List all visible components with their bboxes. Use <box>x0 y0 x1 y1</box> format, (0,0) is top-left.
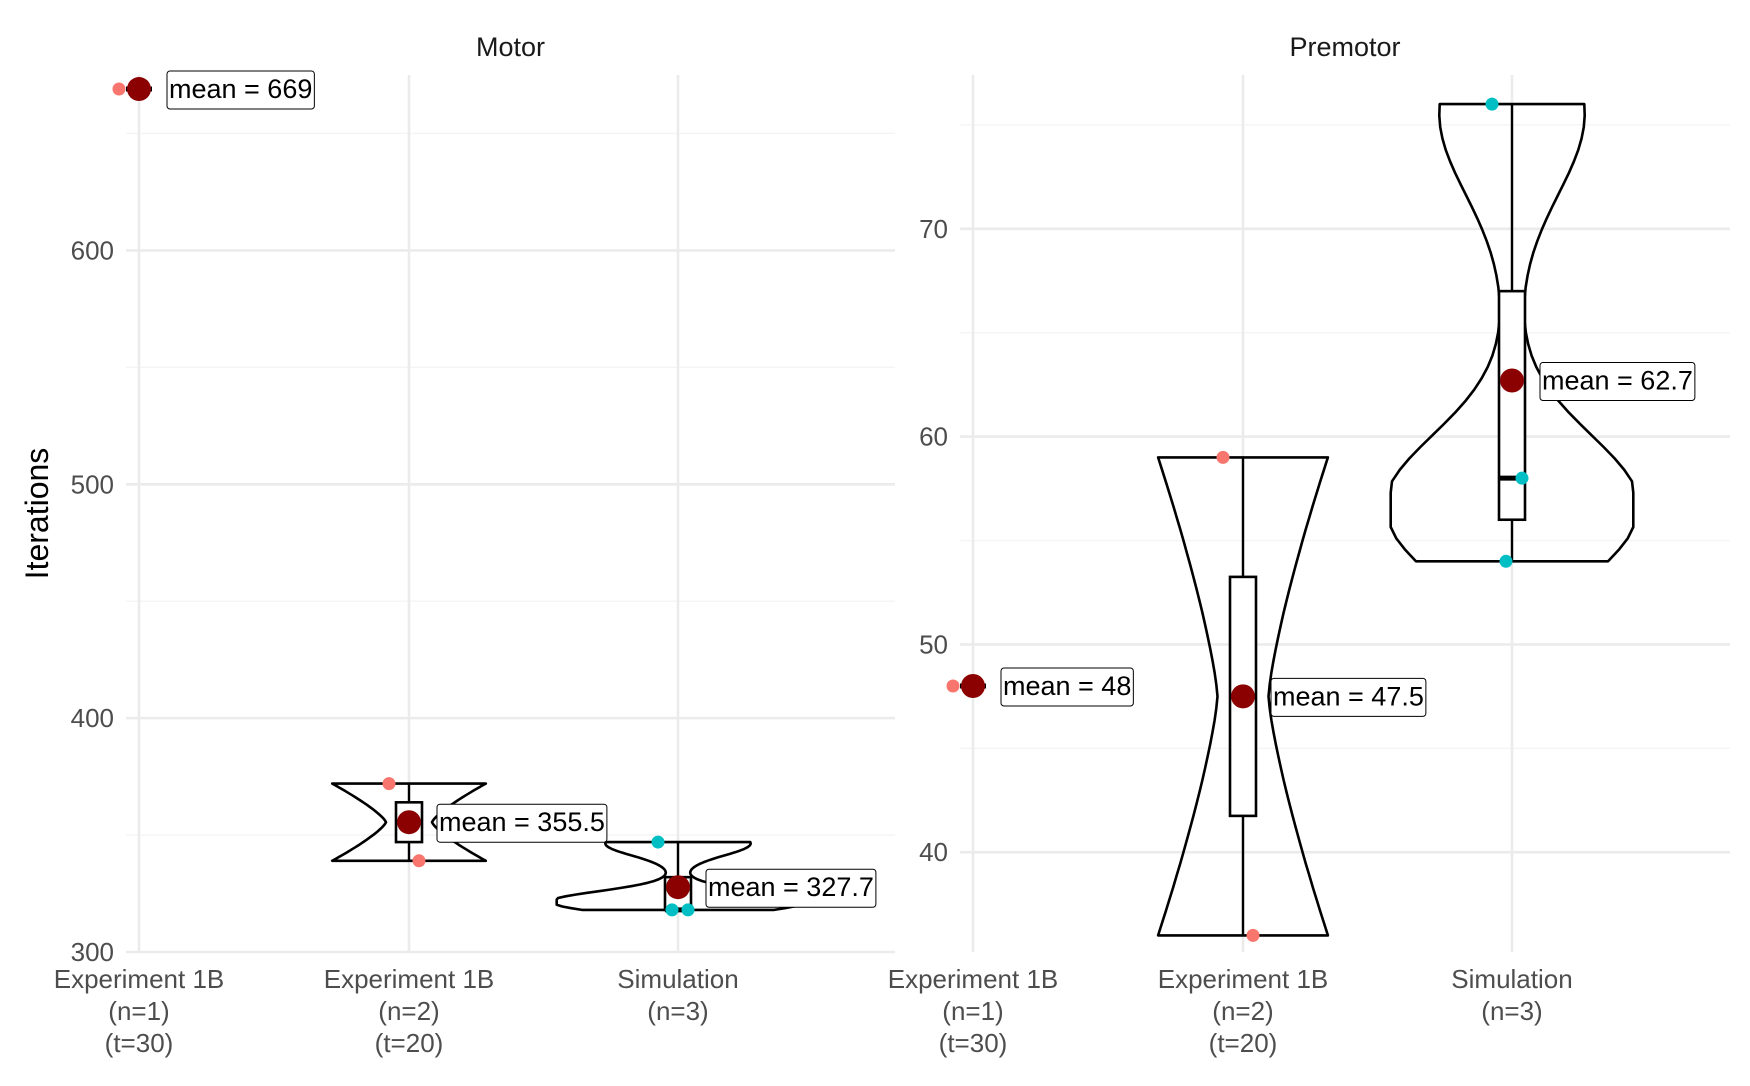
premotor-group-3-box <box>1497 289 1527 522</box>
premotor-panel-title: Premotor <box>1289 32 1400 62</box>
x-tick-label-line: (t=20) <box>375 1028 444 1058</box>
premotor-group-2-mean-label-box <box>1270 677 1427 717</box>
motor-group-1-mean-label-box <box>166 70 315 110</box>
x-tick-label-line: Simulation <box>617 964 738 994</box>
motor-group-1-mean-label: mean = 669 <box>169 74 312 104</box>
premotor-x-tick-label: Simulation (n=3) <box>1451 964 1572 1026</box>
x-tick-label-line: Experiment 1B <box>54 964 225 994</box>
motor-group-2-mean-label: mean = 355.5 <box>439 807 605 837</box>
mean-layer <box>127 77 1524 900</box>
motor-group-2-data-point <box>412 854 426 868</box>
x-tick-label-line: (n=1) <box>942 996 1003 1026</box>
motor-group-3-mean-marker <box>666 875 690 900</box>
premotor-group-2-data-point <box>1216 450 1230 464</box>
motor-y-tick-label: 300 <box>71 937 114 967</box>
premotor-group-3-data-point <box>1485 97 1499 111</box>
premotor-group-2-violin <box>1156 456 1330 937</box>
x-tick-label-line: Experiment 1B <box>888 964 1059 994</box>
premotor-group-3-data-point <box>1499 554 1513 568</box>
premotor-group-2-mean-label: mean = 47.5 <box>1273 681 1424 711</box>
premotor-group-1-mean-marker <box>961 673 985 698</box>
motor-group-3-mean-label-box <box>705 868 877 908</box>
premotor-group-3-violin <box>1389 102 1635 563</box>
motor-group-3-data-point <box>651 835 665 849</box>
premotor-x-tick-label: Experiment 1B (n=2) (t=20) <box>1158 964 1329 1058</box>
premotor-y-tick-label: 70 <box>919 214 948 244</box>
x-tick-label-line: (n=1) <box>108 996 169 1026</box>
x-tick-label-line: Experiment 1B <box>1158 964 1329 994</box>
premotor-y-tick-label: 40 <box>919 837 948 867</box>
x-tick-label-line: (t=30) <box>105 1028 174 1058</box>
x-tick-label-line: (n=3) <box>1481 996 1542 1026</box>
premotor-y-tick-label: 60 <box>919 422 948 452</box>
motor-panel-title: Motor <box>476 32 545 62</box>
x-tick-label-line: (n=2) <box>378 996 439 1026</box>
x-tick-label-line: (t=20) <box>1209 1028 1278 1058</box>
x-tick-label-line: Simulation <box>1451 964 1572 994</box>
x-tick-label-line: (t=30) <box>939 1028 1008 1058</box>
motor-group-3-mean-label: mean = 327.7 <box>708 872 874 902</box>
motor-x-tick-label: Experiment 1B (n=2) (t=20) <box>324 964 495 1058</box>
premotor-y-tick-label: 50 <box>919 629 948 659</box>
premotor-group-1-data-point <box>946 679 960 693</box>
premotor-group-3-mean-label: mean = 62.7 <box>1542 365 1693 395</box>
motor-x-tick-label: Simulation (n=3) <box>617 964 738 1026</box>
premotor-group-1-mean-label-box <box>1000 667 1134 707</box>
premotor-group-3-mean-label-box <box>1539 361 1696 401</box>
motor-group-2-mean-label-box <box>436 803 608 843</box>
x-tick-label-line: (n=2) <box>1212 996 1273 1026</box>
mean-label-layer: mean = 669 mean = 355.5 mean = 327.7 mean =… <box>166 70 1696 908</box>
points-layer <box>112 82 1529 942</box>
premotor-group-3-mean-marker <box>1500 368 1524 393</box>
motor-group-2-data-point <box>382 777 396 791</box>
motor-group-1-data-point <box>112 82 126 96</box>
motor-y-tick-label: 600 <box>71 235 114 265</box>
motor-x-tick-label: Experiment 1B (n=1) (t=30) <box>54 964 225 1058</box>
premotor-group-2-mean-marker <box>1231 684 1255 709</box>
premotor-x-tick-label: Experiment 1B (n=1) (t=30) <box>888 964 1059 1058</box>
y-axis-title: Iterations <box>19 448 55 580</box>
motor-group-1-mean-marker <box>127 77 151 102</box>
x-tick-label-line: (n=3) <box>647 996 708 1026</box>
premotor-group-2-data-point <box>1246 928 1260 942</box>
motor-group-3-data-point <box>665 903 679 917</box>
x-tick-label-line: Experiment 1B <box>324 964 495 994</box>
motor-y-tick-label: 500 <box>71 469 114 499</box>
premotor-group-1-mean-label: mean = 48 <box>1003 671 1131 701</box>
motor-y-tick-label: 400 <box>71 703 114 733</box>
premotor-group-3-data-point <box>1515 471 1529 485</box>
motor-group-2-mean-marker <box>397 810 421 835</box>
motor-group-3-data-point <box>681 903 695 917</box>
